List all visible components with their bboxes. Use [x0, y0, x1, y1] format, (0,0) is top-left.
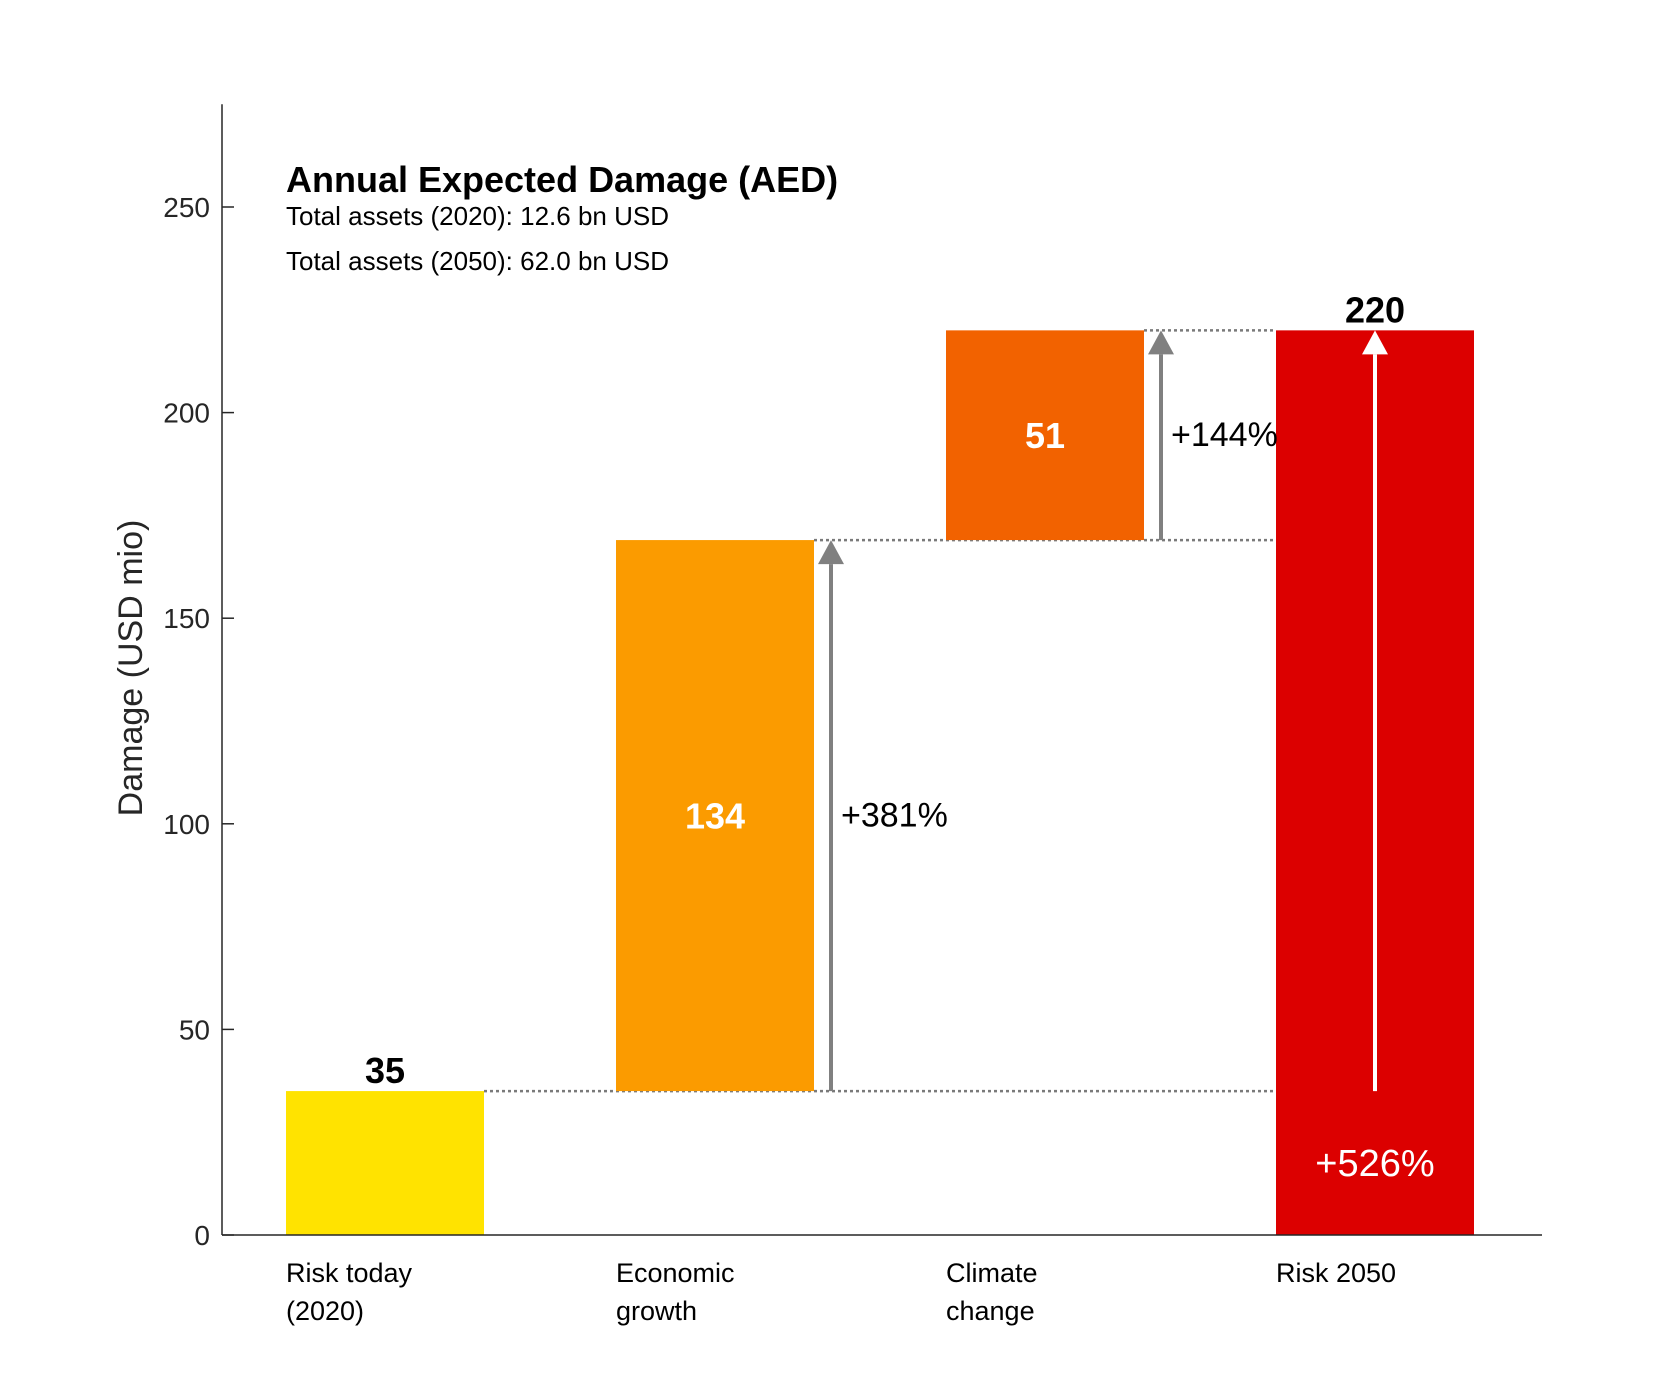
connector-lines	[484, 329, 1276, 1093]
x-tick-label: Climate change	[946, 1258, 1038, 1326]
x-tick-label-line: change	[946, 1296, 1035, 1326]
chart-subtitle-line-1: Total assets (2020): 12.6 bn USD	[286, 201, 669, 231]
x-tick-label-line: growth	[616, 1296, 697, 1326]
arrow-head	[1362, 330, 1388, 355]
y-tick-label: 150	[163, 603, 210, 634]
x-tick-labels: Risk today (2020) Economic growth Climate cha…	[286, 1258, 1396, 1326]
y-axis-label: Damage (USD mio)	[112, 520, 150, 817]
bar	[946, 330, 1144, 541]
bar	[616, 540, 814, 1092]
bar	[286, 1091, 484, 1235]
axes	[221, 104, 1542, 1236]
x-tick-label: Economic growth	[616, 1258, 735, 1326]
y-tick-label: 50	[179, 1014, 210, 1045]
bar-value-label: 220	[1345, 289, 1405, 330]
y-tick-label: 0	[194, 1220, 210, 1251]
arrow-head	[818, 540, 844, 565]
x-tick-label-line: Economic	[616, 1258, 735, 1288]
arrow-percent-label: +381%	[841, 797, 948, 835]
x-tick-label-line: Risk today	[286, 1258, 413, 1288]
bar-value-label: 51	[1025, 415, 1065, 456]
arrow-percent-label: +526%	[1315, 1143, 1434, 1185]
chart-subtitle-line-2: Total assets (2050): 62.0 bn USD	[286, 246, 669, 276]
y-tick-label: 100	[163, 809, 210, 840]
change-arrows: +381% +144% +526%	[818, 330, 1435, 1185]
x-tick-label: Risk today (2020)	[286, 1258, 413, 1326]
x-tick-label-line: (2020)	[286, 1296, 364, 1326]
bar-value-label: 134	[685, 796, 745, 837]
x-tick-label-line: Risk 2050	[1276, 1258, 1396, 1288]
arrow-percent-label: +144%	[1171, 416, 1278, 454]
x-tick-label-line: Climate	[946, 1258, 1038, 1288]
arrow-head	[1148, 330, 1174, 355]
y-tick-label: 250	[163, 192, 210, 223]
chart-title: Annual Expected Damage (AED)	[286, 159, 838, 200]
bars	[286, 330, 1474, 1235]
data-labels: 35 134 51 220	[365, 289, 1405, 1091]
y-tick-label: 200	[163, 398, 210, 429]
y-ticks: 0 50 100 150 200 250	[163, 192, 234, 1251]
bar-value-label: 35	[365, 1050, 405, 1091]
x-tick-label: Risk 2050	[1276, 1258, 1396, 1288]
